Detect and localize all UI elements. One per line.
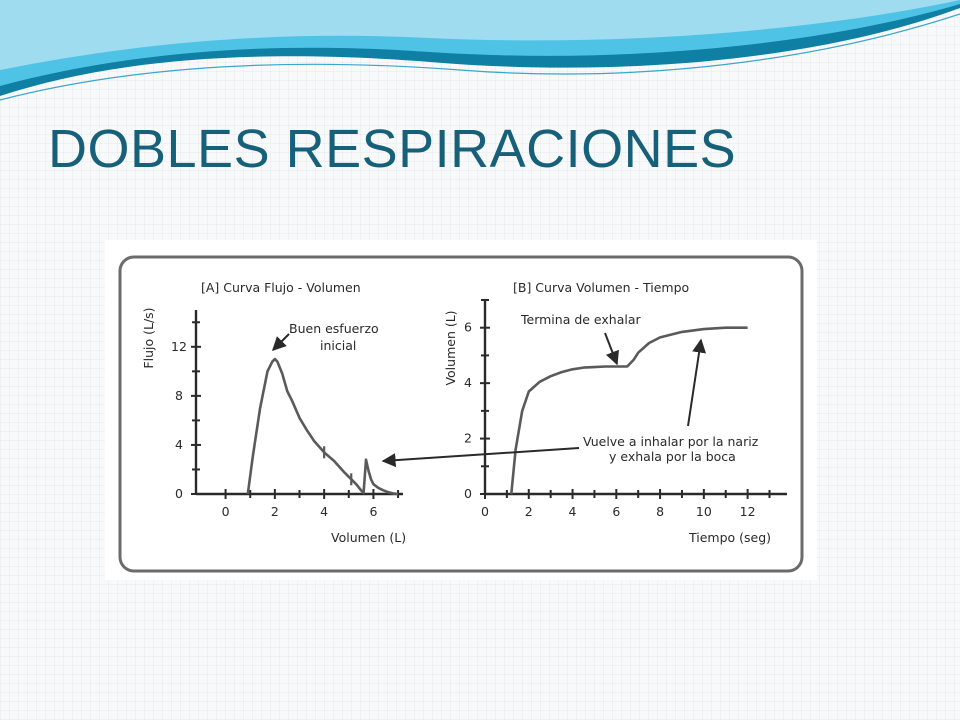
wave-band-pale <box>0 0 960 70</box>
chart-a-flow-volume: [A] Curva Flujo - Volumen Flujo (L/s) Vo… <box>141 280 406 545</box>
chart-a-xlabel: Volumen (L) <box>331 530 406 545</box>
chart-b-x-tick-label: 2 <box>525 504 533 519</box>
annotation-buen-esfuerzo-line1: Buen esfuerzo <box>289 321 379 336</box>
annotation-vuelve-line2: y exhala por la boca <box>609 449 736 464</box>
figure-panel-border <box>118 255 804 573</box>
arrow-vuelve-to-chart-b <box>687 338 707 427</box>
annotation-termina: Termina de exhalar <box>520 312 642 327</box>
chart-a-y-tick-label: 12 <box>171 339 187 354</box>
chart-b-x-tick-label: 4 <box>569 504 577 519</box>
chart-a-x-tick-label: 2 <box>271 504 279 519</box>
chart-a-x-tick-label: 4 <box>320 504 328 519</box>
chart-a-title: [A] Curva Flujo - Volumen <box>201 280 361 295</box>
chart-a-y-tick-label: 4 <box>175 437 183 452</box>
chart-b-x-tick-label: 10 <box>696 504 712 519</box>
chart-a-ylabel: Flujo (L/s) <box>141 307 156 368</box>
figure-image: [A] Curva Flujo - Volumen Flujo (L/s) Vo… <box>105 240 817 580</box>
chart-b-title: [B] Curva Volumen - Tiempo <box>513 280 689 295</box>
chart-b-x-tick-label: 0 <box>481 504 489 519</box>
chart-b-volume-curve <box>510 326 748 495</box>
arrow-vuelve-to-chart-a <box>381 447 580 468</box>
arrow-buen-esfuerzo <box>272 333 290 351</box>
chart-b-ylabel: Volumen (L) <box>443 310 458 385</box>
chart-a-x-tick-label: 6 <box>369 504 377 519</box>
chart-b-x-tick-label: 12 <box>740 504 756 519</box>
annotation-buen-esfuerzo-line2: inicial <box>320 338 356 353</box>
chart-b-xlabel: Tiempo (seg) <box>688 530 771 545</box>
header-wave-decoration <box>0 0 960 101</box>
arrow-termina <box>604 332 619 366</box>
wave-line <box>0 13 960 101</box>
chart-b-y-tick-label: 2 <box>464 431 472 446</box>
chart-a-y-tick-label: 8 <box>175 388 183 403</box>
spirometry-figure: [A] Curva Flujo - Volumen Flujo (L/s) Vo… <box>118 255 804 573</box>
chart-b-y-tick-label: 4 <box>464 375 472 390</box>
chart-b-x-tick-label: 8 <box>656 504 664 519</box>
chart-b-y-tick-label: 0 <box>464 486 472 501</box>
chart-b-x-tick-label: 6 <box>612 504 620 519</box>
chart-a-y-tick-label: 0 <box>175 486 183 501</box>
chart-a-flow-curve <box>246 357 399 496</box>
chart-a-x-tick-label: 0 <box>222 504 230 519</box>
chart-b-volume-time: [B] Curva Volumen - Tiempo Volumen (L) T… <box>381 280 787 545</box>
chart-b-y-tick-label: 6 <box>464 320 472 335</box>
slide-title: DOBLES RESPIRACIONES <box>48 119 737 179</box>
annotation-vuelve-line1: Vuelve a inhalar por la nariz <box>583 434 759 449</box>
